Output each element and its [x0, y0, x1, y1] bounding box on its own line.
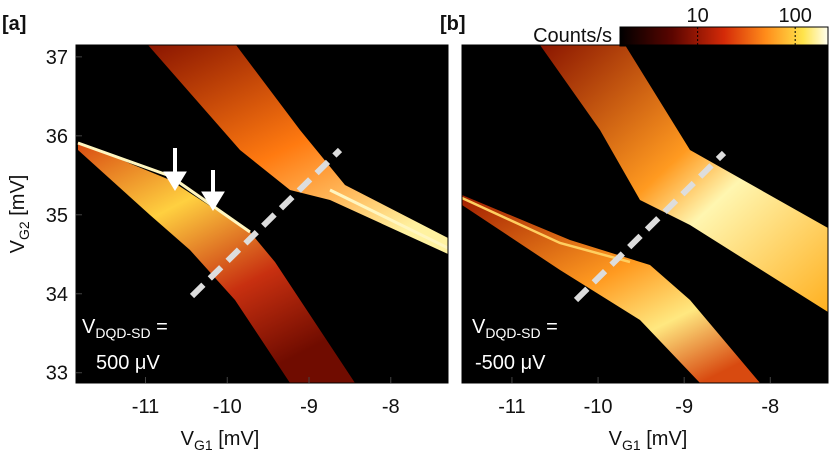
- x-axis-label: VG1 [mV]: [181, 428, 260, 453]
- dashed-cut: [189, 147, 343, 299]
- dashed-cut: [573, 150, 727, 303]
- colorbar-label: Counts/s: [533, 25, 612, 47]
- x-axis-label: VG1 [mV]: [609, 428, 688, 453]
- x-tick-label: -8: [382, 396, 400, 418]
- panel-label: [b]: [440, 13, 466, 35]
- colorbar-tick-label: 100: [778, 5, 811, 27]
- plot-frame: [75, 44, 449, 384]
- annotation-text: VDQD-SD =: [472, 316, 558, 341]
- panel-label: [a]: [2, 13, 26, 35]
- x-tick-label: -10: [213, 396, 242, 418]
- x-tick-label: -8: [761, 396, 779, 418]
- y-tick-label: 34: [46, 284, 68, 306]
- arrows: [163, 148, 225, 211]
- heatmap-a: [76, 45, 448, 383]
- edge: [329, 188, 448, 250]
- y-tick-label: 33: [46, 363, 68, 385]
- band: [540, 45, 828, 312]
- annotation-text: VDQD-SD =: [82, 316, 168, 341]
- y-tick-label: 35: [46, 205, 68, 227]
- heatmap-b: [462, 45, 828, 383]
- band: [148, 45, 448, 254]
- y-tick-label: 36: [46, 126, 68, 148]
- y-axis-label: VG2 [mV]: [7, 175, 32, 254]
- annotation: VDQD-SD = -500 μV: [472, 316, 558, 374]
- y-tick-label: 37: [46, 47, 68, 69]
- plot-frame: [461, 44, 829, 384]
- colorbar-tick-label: 10: [687, 5, 709, 27]
- edge: [462, 196, 631, 264]
- x-tick-label: -9: [675, 396, 693, 418]
- band: [462, 195, 760, 383]
- x-tick-label: -9: [300, 396, 318, 418]
- x-tick-label: -10: [584, 396, 613, 418]
- band: [78, 142, 355, 383]
- colorbar: [619, 26, 829, 47]
- annotation-value: 500 μV: [96, 352, 160, 374]
- x-tick-label: -11: [498, 396, 525, 418]
- annotation-value: -500 μV: [475, 352, 546, 374]
- x-tick-label: -11: [132, 396, 159, 418]
- annotation: VDQD-SD = 500 μV: [82, 316, 168, 374]
